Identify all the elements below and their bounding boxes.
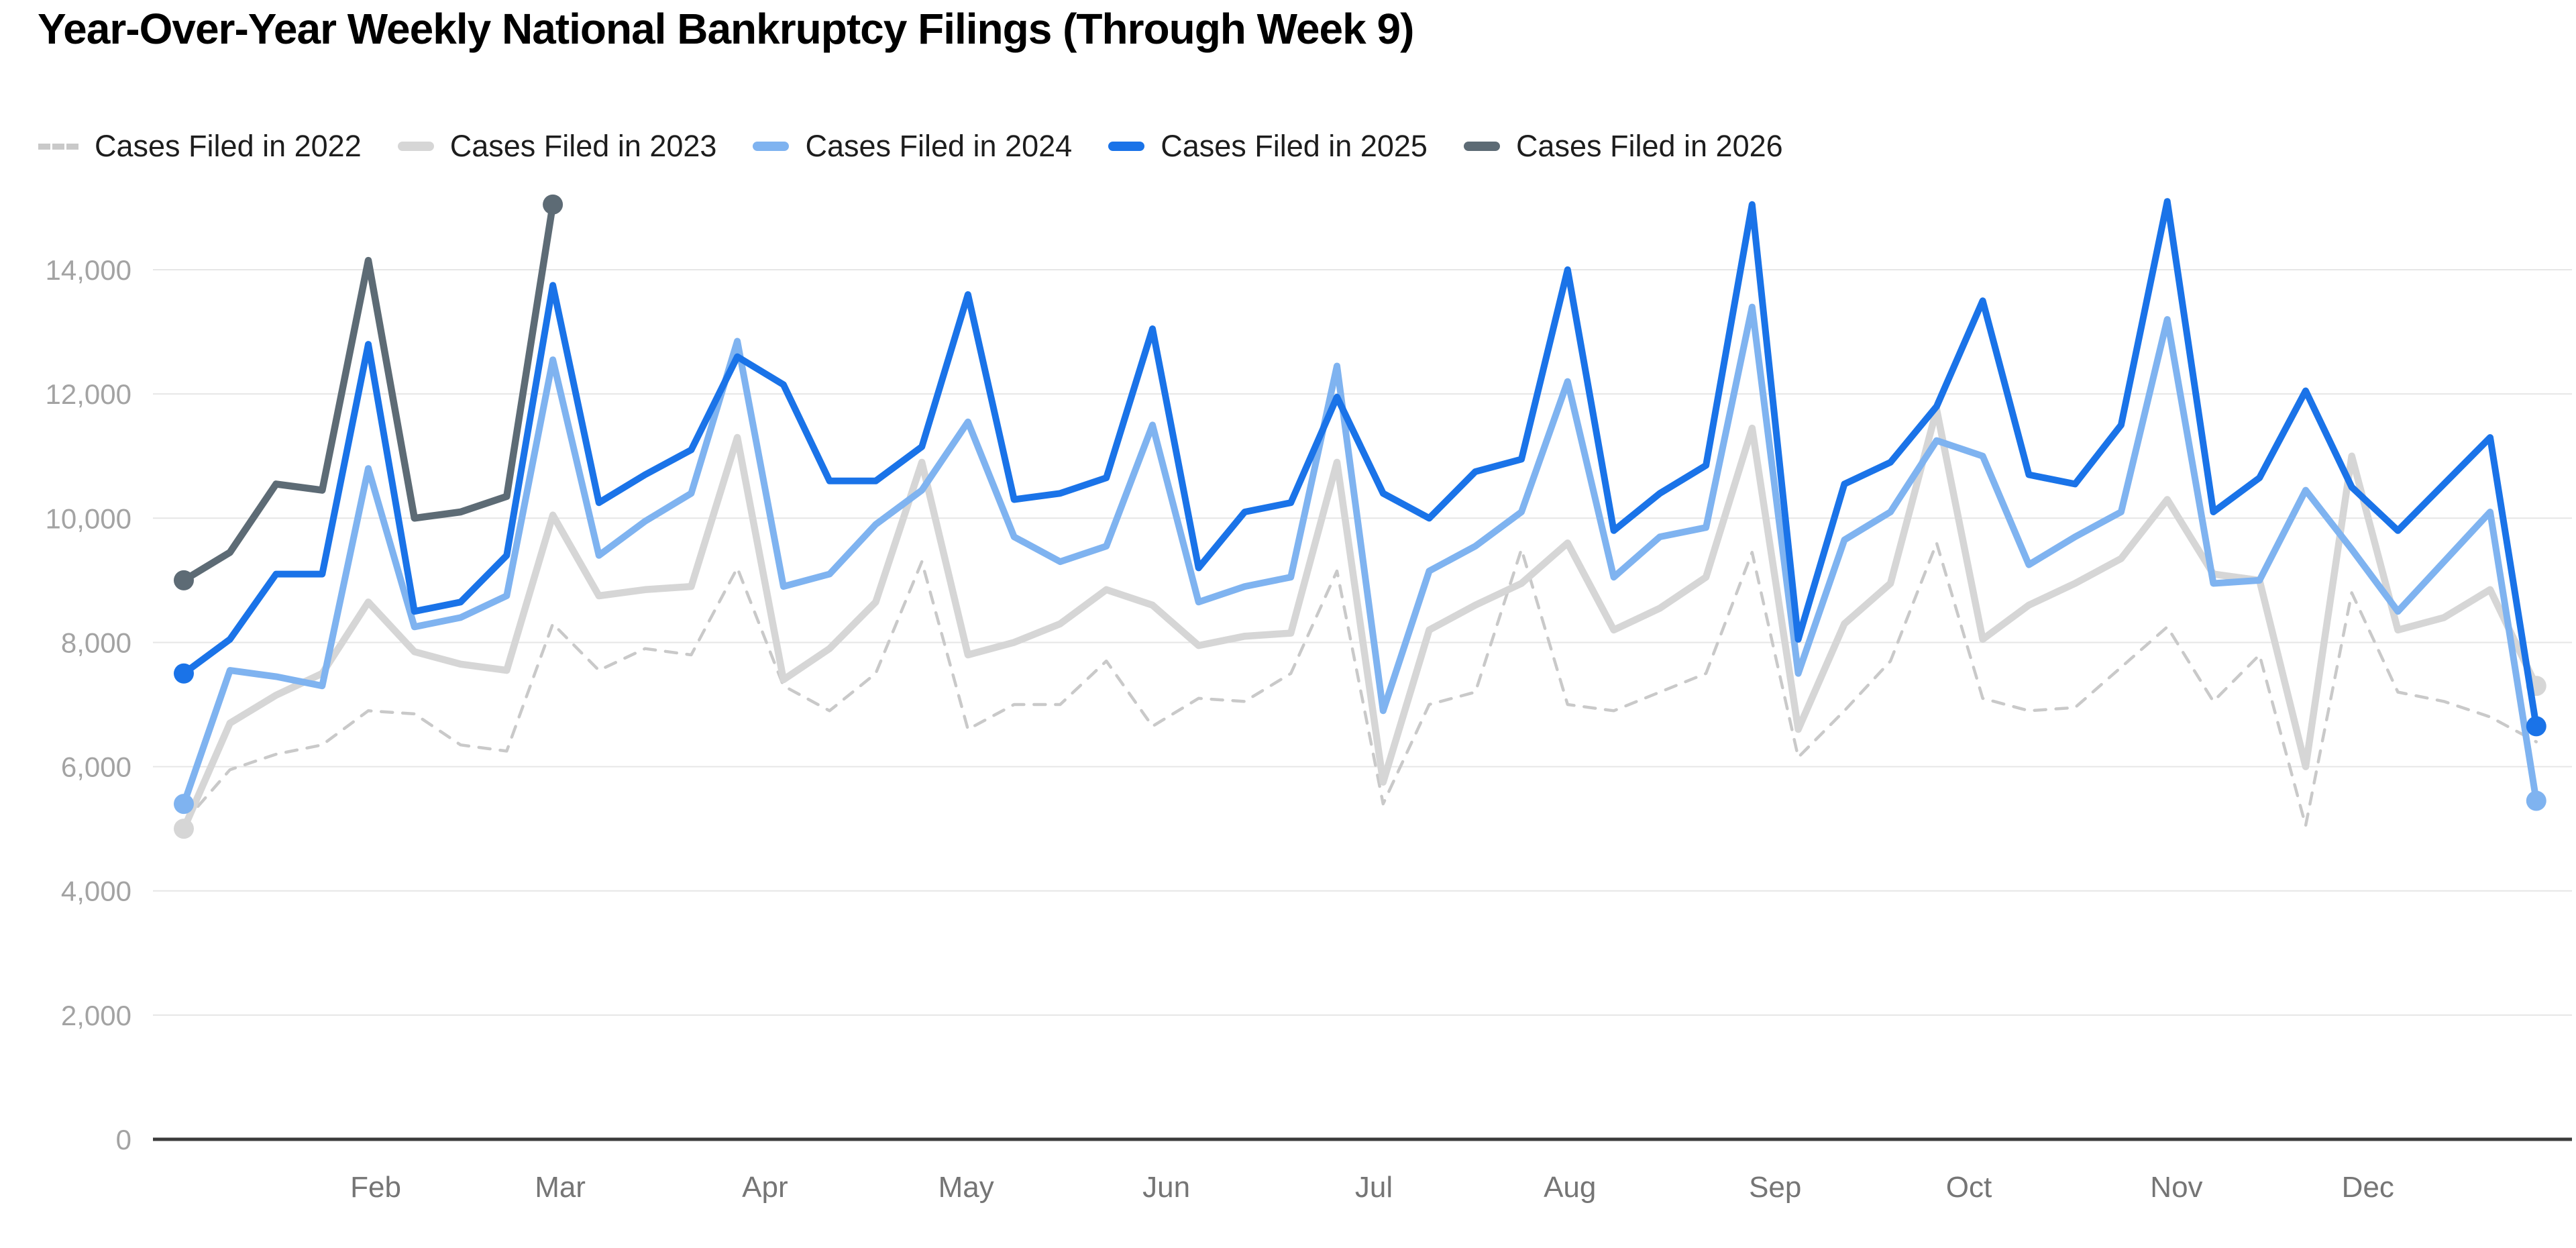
y-tick-label-2000: 2,000: [61, 1000, 131, 1031]
legend-label-2023: Cases Filed in 2023: [449, 129, 717, 163]
month-label-Aug: Aug: [1544, 1171, 1596, 1204]
series-start-dot-2023: [174, 819, 194, 839]
legend-label-2025: Cases Filed in 2025: [1161, 129, 1428, 163]
y-tick-label-0: 0: [116, 1124, 131, 1155]
legend-item-2025: Cases Filed in 2025: [1108, 129, 1428, 164]
series-end-dot-2025: [2526, 716, 2546, 737]
legend-label-2022: Cases Filed in 2022: [95, 129, 362, 163]
series-line-2024: [180, 303, 2540, 808]
month-label-Feb: Feb: [350, 1171, 401, 1204]
month-label-Oct: Oct: [1946, 1171, 1992, 1204]
series-end-dot-2026: [543, 194, 564, 215]
legend-swatch-2024-icon: [753, 142, 790, 151]
legend: Cases Filed in 2022 Cases Filed in 2023 …: [38, 129, 1819, 164]
legend-item-2024: Cases Filed in 2024: [753, 129, 1072, 164]
legend-swatch-2026-icon: [1463, 142, 1500, 151]
month-label-May: May: [938, 1171, 994, 1204]
legend-item-2022: Cases Filed in 2022: [38, 129, 362, 164]
legend-item-2023: Cases Filed in 2023: [397, 129, 717, 164]
series-line-2022: [182, 541, 2538, 827]
series-start-dot-2024: [174, 794, 194, 815]
legend-swatch-2025-icon: [1108, 142, 1145, 151]
month-label-Mar: Mar: [535, 1171, 586, 1204]
series-line-2026: [180, 201, 557, 584]
series-line-2025: [180, 198, 2540, 730]
y-tick-label-14000: 14,000: [46, 254, 131, 286]
month-label-Sep: Sep: [1749, 1171, 1801, 1204]
legend-swatch-2023-icon: [397, 142, 434, 151]
month-label-Dec: Dec: [2342, 1171, 2394, 1204]
legend-item-2026: Cases Filed in 2026: [1463, 129, 1783, 164]
month-label-Jul: Jul: [1355, 1171, 1393, 1204]
y-tick-label-4000: 4,000: [61, 876, 131, 907]
legend-label-2024: Cases Filed in 2024: [805, 129, 1073, 163]
legend-label-2026: Cases Filed in 2026: [1515, 129, 1783, 163]
month-label-Nov: Nov: [2150, 1171, 2202, 1204]
month-label-Apr: Apr: [742, 1171, 788, 1204]
legend-swatch-2022-icon: [38, 143, 78, 150]
series-start-dot-2026: [174, 570, 194, 590]
y-tick-label-12000: 12,000: [46, 378, 131, 410]
month-label-Jun: Jun: [1142, 1171, 1190, 1204]
series-end-dot-2024: [2526, 790, 2546, 811]
series-line-2023: [180, 406, 2540, 833]
page-title: Year-Over-Year Weekly National Bankruptc…: [38, 5, 1414, 53]
y-tick-label-8000: 8,000: [61, 627, 131, 658]
y-tick-label-10000: 10,000: [46, 503, 131, 534]
y-tick-label-6000: 6,000: [61, 751, 131, 783]
series-start-dot-2025: [174, 663, 194, 684]
